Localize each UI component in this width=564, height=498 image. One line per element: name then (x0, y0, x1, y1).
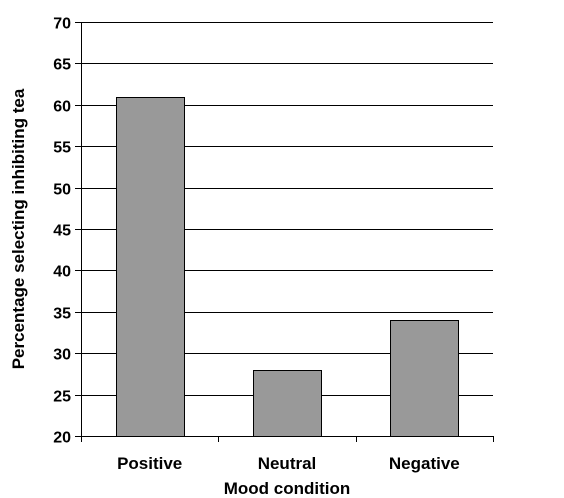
x-tick-label-positive: Positive (117, 454, 182, 473)
y-tick-label: 65 (53, 57, 71, 74)
y-tick-label: 20 (53, 430, 71, 447)
x-tick-label-negative: Negative (389, 454, 460, 473)
bar-neutral (253, 370, 322, 437)
y-tick-label: 40 (53, 264, 71, 281)
bar-negative (390, 320, 459, 437)
bars (116, 97, 459, 437)
y-tick-label: 25 (53, 389, 71, 406)
x-axis-title: Mood condition (224, 479, 351, 498)
x-tick-label-neutral: Neutral (258, 454, 317, 473)
y-tick-label: 50 (53, 182, 71, 199)
y-tick-label: 45 (53, 223, 71, 240)
y-ticks: 20 25 30 35 40 45 50 55 60 65 70 (53, 16, 81, 447)
y-tick-label: 35 (53, 306, 71, 323)
x-ticks: Positive Neutral Negative (81, 436, 494, 473)
y-axis-title: Percentage selecting inhibiting tea (9, 88, 28, 369)
y-tick-label: 70 (53, 16, 71, 33)
y-tick-label: 30 (53, 347, 71, 364)
y-tick-label: 60 (53, 99, 71, 116)
y-tick-label: 55 (53, 140, 71, 157)
bar-positive (116, 97, 185, 437)
